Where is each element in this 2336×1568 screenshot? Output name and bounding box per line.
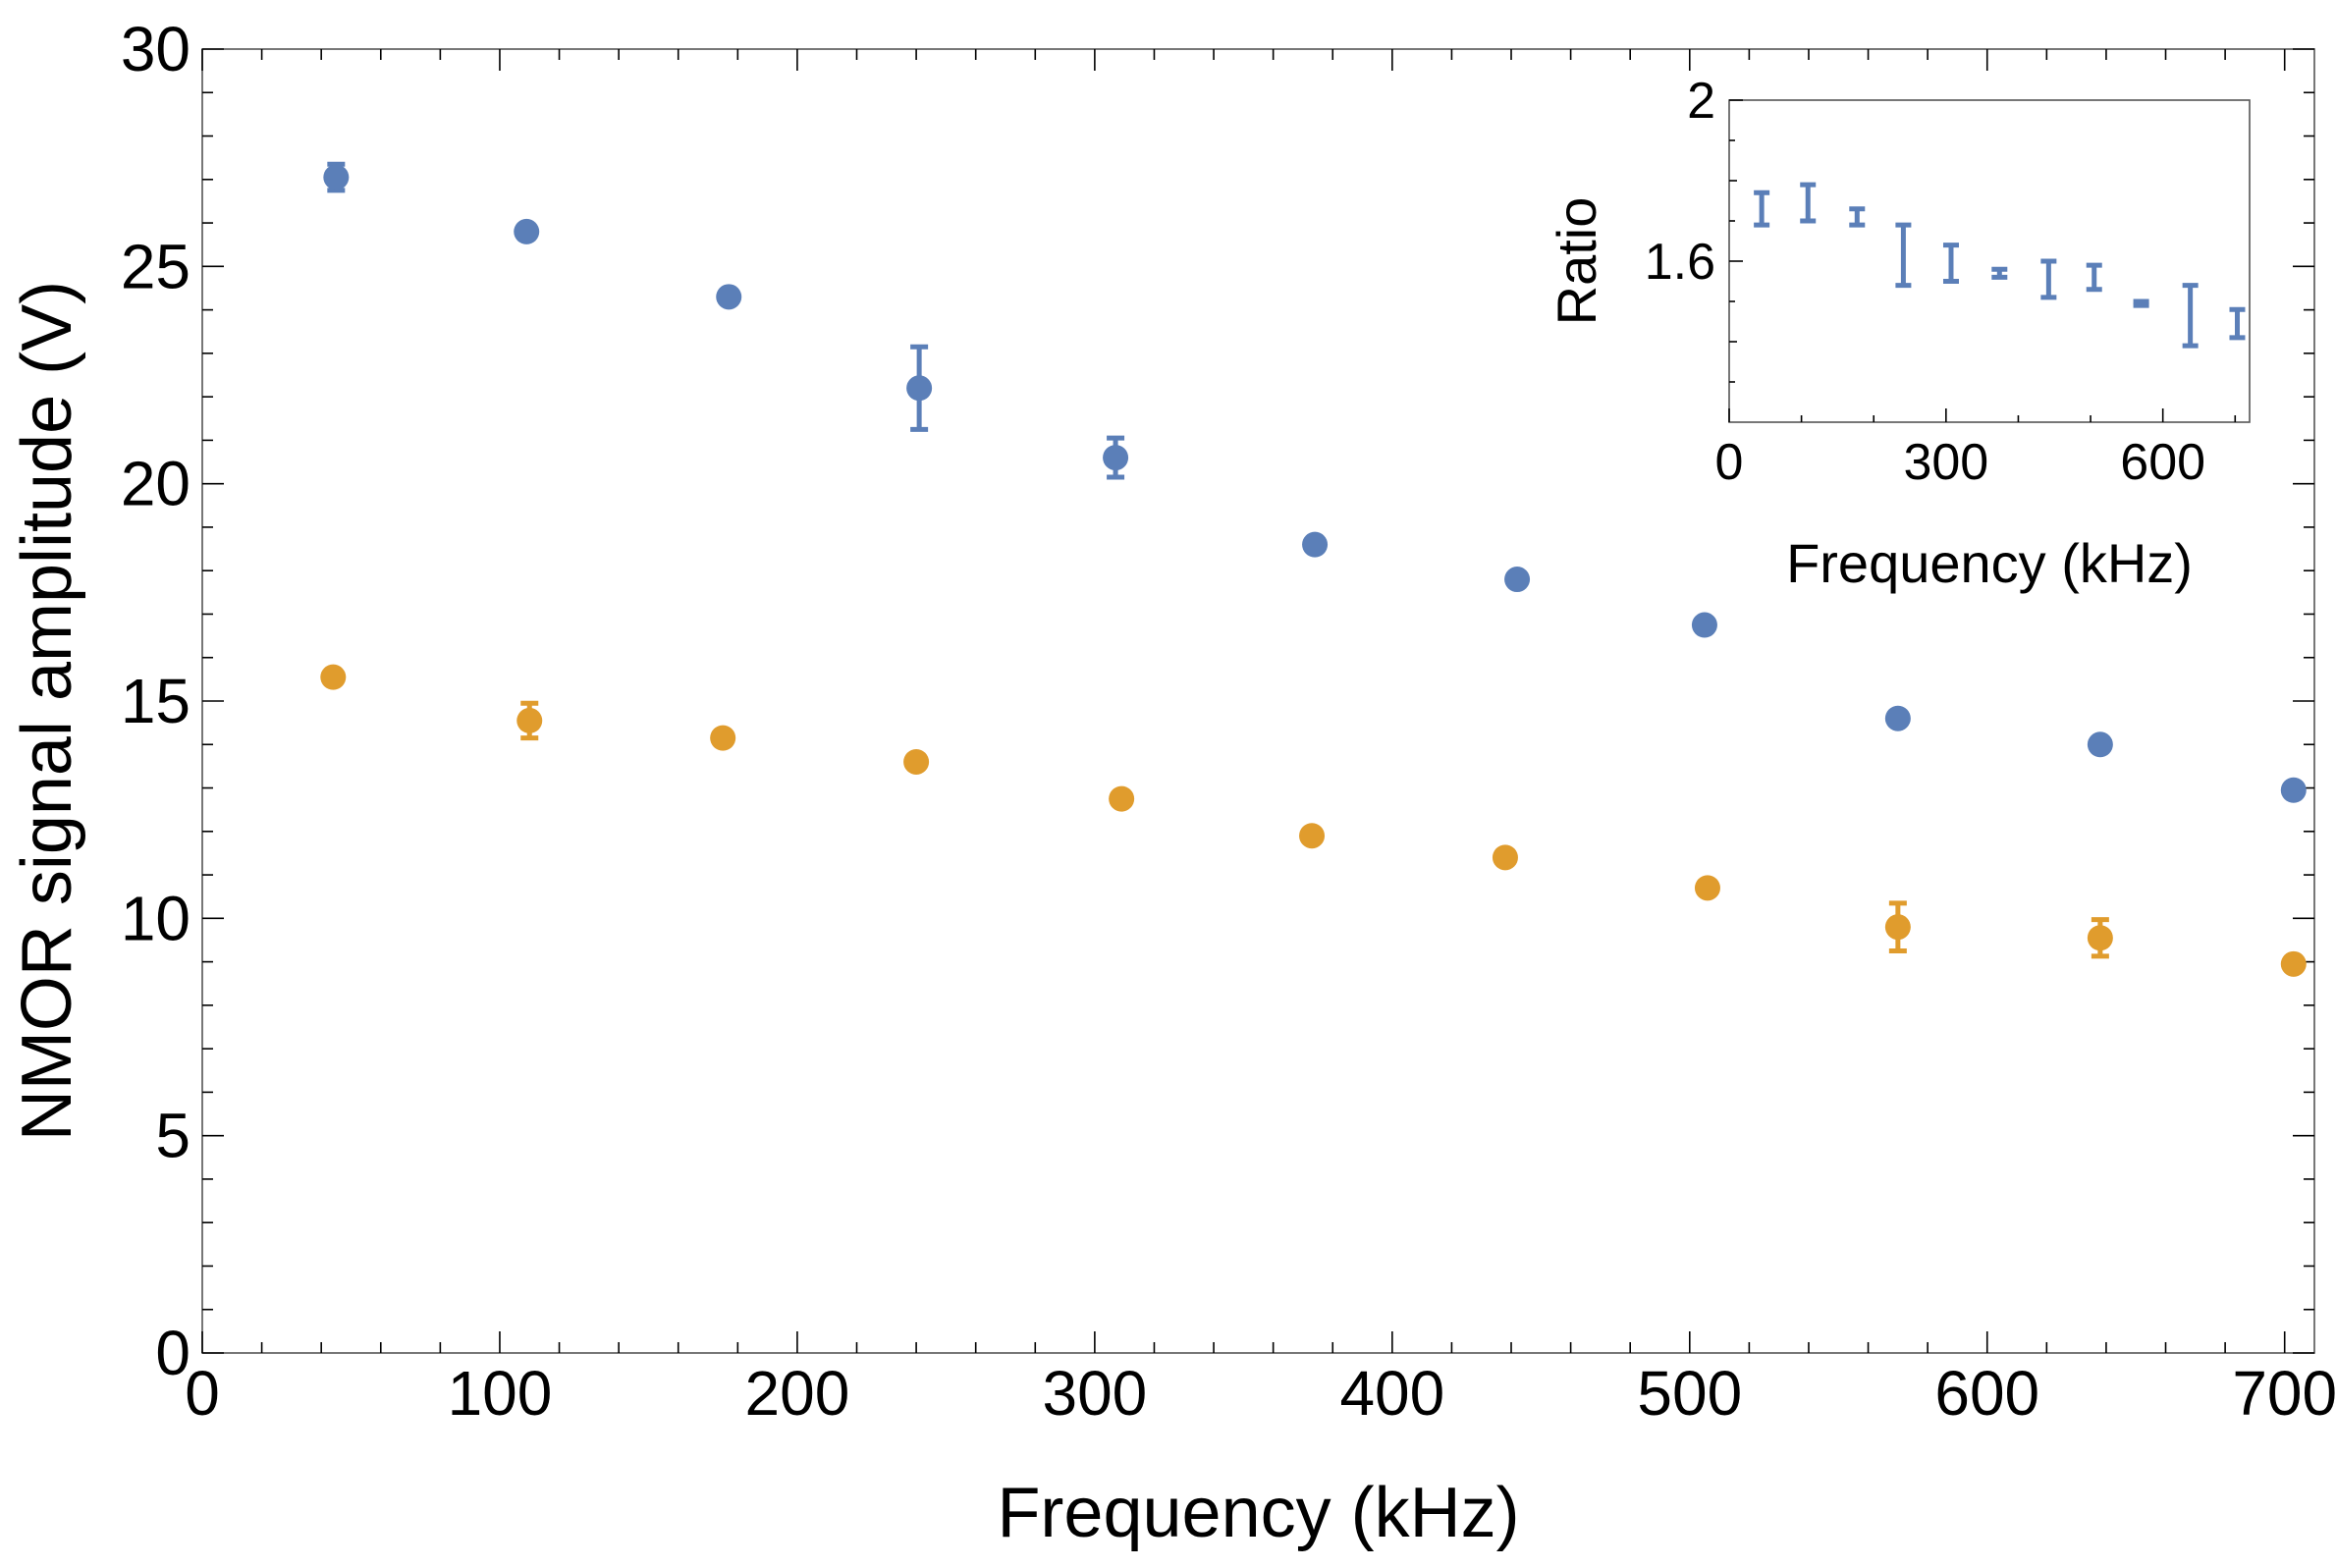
x-tick-label: 500 [1637,1358,1742,1429]
inset-y-tick-label: 2 [1687,73,1715,130]
inset-series-ratio [1754,182,2246,349]
y-tick-label: 30 [121,14,190,84]
data-point [903,748,930,775]
y-tick-label: 20 [121,449,190,519]
data-point [2280,777,2307,803]
inset-plot: 0 300 600 1.6 2 Frequency (kHz) Ratio [1546,73,2251,594]
y-tick-label: 0 [155,1318,190,1388]
data-point [716,284,742,310]
data-point [323,164,350,190]
x-axis-title: Frequency (kHz) [997,1474,1519,1552]
data-point [1504,567,1531,593]
data-point [2087,731,2113,758]
y-tick-label: 25 [121,231,190,301]
y-axis-title: NMOR signal amplitude (V) [8,281,86,1141]
x-tick-label: 700 [2232,1358,2336,1429]
data-point [2087,925,2113,951]
inset-frame [1728,99,2251,423]
data-point [320,664,347,690]
data-point [1492,844,1518,871]
x-tick-label: 300 [1042,1358,1147,1429]
inset-x-tick-label: 300 [1903,434,1988,491]
data-point [1691,612,1717,638]
series-orange [320,664,2307,977]
data-point [1884,705,1911,731]
x-tick-label: 0 [185,1358,220,1429]
main-plot-frame [201,48,2315,1354]
data-point [514,218,540,244]
data-point [906,375,933,402]
data-point [710,725,736,751]
inset-x-axis-title: Frequency (kHz) [1786,532,2193,594]
series-blue [323,161,2307,803]
inset-y-tick-label: 1.6 [1645,234,1715,291]
data-point [1694,875,1720,901]
y-tick-label: 15 [121,666,190,736]
x-tick-label: 600 [1934,1358,2039,1429]
data-point [2280,950,2307,977]
y-tick-label: 5 [155,1101,190,1171]
data-point [516,707,543,733]
inset-x-tick-label: 0 [1715,434,1744,491]
x-tick-label: 400 [1339,1358,1444,1429]
y-tick-label: 10 [121,883,190,953]
x-tick-label: 200 [745,1358,850,1429]
data-point [1884,914,1911,941]
data-point [1109,785,1135,812]
inset-x-tick-label: 600 [2120,434,2205,491]
main-plot: 0 100 200 300 400 500 600 700051015202530Freque… [8,14,2336,1552]
data-point [1103,445,1129,471]
data-point [1302,531,1329,558]
x-tick-label: 100 [448,1358,553,1429]
data-point [1299,823,1326,849]
inset-y-axis-title: Ratio [1546,197,1607,326]
